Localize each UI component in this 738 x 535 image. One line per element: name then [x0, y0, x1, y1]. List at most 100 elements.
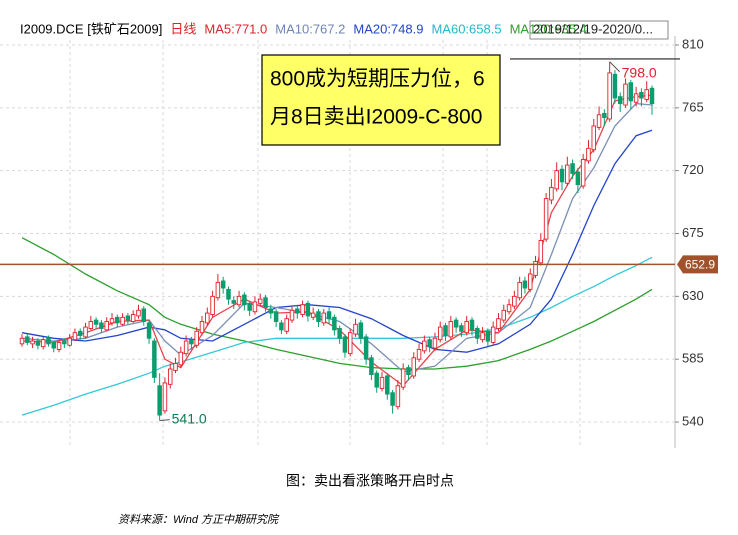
candle-body — [215, 281, 221, 299]
candle-body — [512, 295, 517, 307]
candle-body — [236, 295, 242, 306]
candle-body — [416, 348, 422, 360]
candle-body — [300, 304, 305, 315]
candle-body — [125, 315, 131, 321]
candle-body — [580, 159, 586, 187]
candle-body — [268, 308, 274, 314]
candle-body — [400, 368, 406, 388]
candle-body — [226, 288, 231, 300]
candle-body — [374, 372, 379, 388]
y-tick-label: 810 — [682, 36, 704, 51]
candle-body — [109, 318, 115, 324]
y-tick-label: 630 — [682, 288, 704, 303]
candle-body — [62, 340, 67, 345]
max-pointer — [609, 61, 621, 73]
candle-body — [104, 321, 109, 331]
candle-body — [607, 72, 612, 120]
candle-body — [533, 260, 538, 276]
source: 资料来源：Wind 方正中期研究院 — [118, 513, 280, 526]
candle-body — [310, 312, 316, 318]
candle-body — [210, 295, 215, 315]
annotation-text: 月8日卖出I2009-C-800 — [270, 106, 482, 129]
y-tick-label: 720 — [682, 162, 704, 177]
candle-body — [136, 309, 141, 317]
candle-body — [633, 93, 639, 103]
price-tag — [677, 255, 718, 274]
candle-body — [152, 340, 157, 378]
candle-body — [130, 314, 136, 322]
ma-line — [21, 237, 653, 370]
candle-body — [617, 96, 623, 105]
candle-body — [252, 301, 258, 313]
candle-body — [538, 240, 544, 264]
candle-body — [353, 323, 358, 335]
candle-body — [162, 382, 168, 412]
candle-body — [242, 294, 247, 306]
candle-body — [395, 385, 401, 408]
candle-body — [575, 171, 581, 186]
price-tag-label: 652.9 — [685, 258, 715, 272]
candle-body — [369, 357, 374, 376]
candle-body — [56, 341, 62, 350]
candle-body — [485, 330, 491, 342]
candle-body — [247, 302, 252, 311]
candle-body — [189, 339, 194, 345]
candle-body — [316, 311, 321, 322]
candle-body — [422, 340, 427, 352]
candle-body — [554, 170, 559, 190]
caption: 图：卖出看涨策略开启时点 — [286, 473, 454, 489]
candle-body — [173, 362, 178, 371]
candle-body — [67, 337, 72, 346]
annotation-box — [261, 54, 501, 146]
candle-body — [326, 311, 332, 320]
legend-item: MA20:748.9 — [353, 21, 423, 36]
candle-body — [332, 316, 337, 331]
candle-body — [437, 326, 443, 341]
ma-line — [21, 129, 653, 353]
candle-body — [448, 321, 454, 338]
min-pointer — [159, 419, 170, 422]
y-tick-label: 540 — [682, 413, 704, 428]
candle-body — [120, 316, 125, 325]
candle-body — [527, 273, 533, 290]
candle-body — [93, 319, 99, 325]
candle-body — [453, 319, 459, 328]
legend-item: I2009.DCE [铁矿石2009] — [20, 21, 162, 36]
candle-body — [231, 300, 237, 304]
date-range: 2019/12/19-2020/0... — [533, 21, 653, 36]
candle-body — [480, 332, 485, 341]
candle-body — [337, 328, 342, 339]
candle-body — [321, 312, 327, 324]
candle-body — [459, 325, 464, 332]
candle-body — [220, 280, 226, 289]
candle-body — [549, 186, 554, 201]
candle-body — [411, 357, 417, 377]
legend-item: MA60:658.5 — [431, 21, 501, 36]
candle-body — [543, 198, 549, 240]
candle-body — [427, 339, 432, 348]
candle-body — [273, 311, 279, 322]
candle-body — [263, 297, 268, 308]
candle-body — [475, 328, 480, 339]
candle-body — [390, 392, 395, 406]
candle-body — [289, 309, 295, 321]
candle-body — [501, 309, 507, 321]
candle-body — [183, 340, 189, 355]
candle-body — [157, 385, 162, 416]
candle-body — [496, 318, 501, 329]
candle-body — [83, 326, 88, 338]
candle-body — [406, 367, 411, 376]
candle-body — [639, 92, 644, 99]
candle-body — [30, 340, 35, 345]
candle-body — [623, 83, 628, 106]
candle-body — [559, 168, 565, 183]
candle-body — [612, 73, 618, 99]
candle-body — [35, 340, 41, 346]
candle-body — [46, 337, 51, 345]
y-tick-label: 585 — [682, 351, 704, 366]
candle-body — [146, 322, 152, 339]
candle-body — [199, 321, 205, 334]
candle-body — [257, 298, 263, 304]
candle-body — [205, 312, 210, 324]
